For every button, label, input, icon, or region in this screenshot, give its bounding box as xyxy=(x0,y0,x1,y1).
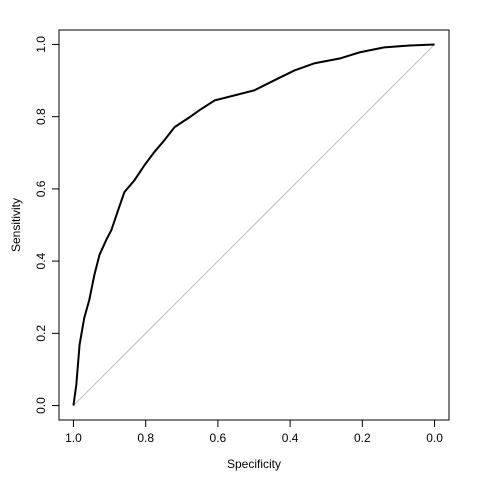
x-tick-label: 0.8 xyxy=(137,431,154,445)
y-tick-label: 0.2 xyxy=(34,325,48,342)
y-tick-label: 1.0 xyxy=(34,36,48,53)
reference-diagonal xyxy=(73,44,435,406)
x-tick-label: 0.0 xyxy=(426,431,443,445)
x-axis-label: Specificity xyxy=(227,457,281,471)
x-tick-label: 1.0 xyxy=(65,431,82,445)
y-tick-label: 0.4 xyxy=(34,252,48,269)
y-tick-label: 0.6 xyxy=(34,180,48,197)
x-tick-label: 0.6 xyxy=(210,431,227,445)
y-tick-label: 0.0 xyxy=(34,397,48,414)
x-tick-label: 0.2 xyxy=(354,431,371,445)
y-axis-label: Sensitivity xyxy=(9,198,23,252)
roc-curve xyxy=(72,43,435,406)
x-tick-label: 0.4 xyxy=(282,431,299,445)
plot-box xyxy=(58,29,450,421)
y-tick-label: 0.8 xyxy=(34,108,48,125)
